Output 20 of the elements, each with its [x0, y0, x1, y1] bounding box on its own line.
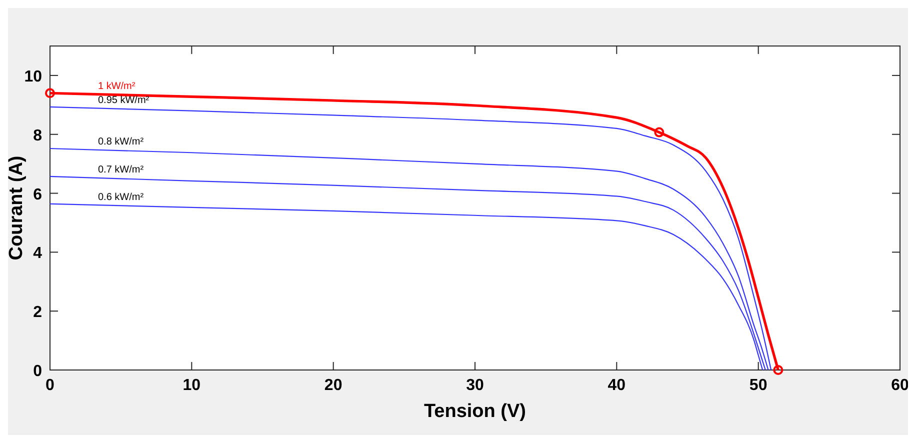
x-tick-label: 60 [891, 377, 909, 394]
y-tick-label: 4 [33, 245, 42, 262]
y-tick-label: 6 [33, 186, 42, 204]
y-tick-label: 10 [24, 68, 42, 86]
x-axis-title: Tension (V) [424, 401, 526, 422]
x-tick-label: 40 [608, 377, 626, 394]
series-label: 0.95 kW/m² [98, 94, 150, 106]
x-tick-label: 20 [324, 377, 342, 394]
x-tick-label: 0 [46, 377, 55, 394]
series-label: 0.8 kW/m² [98, 136, 144, 148]
x-tick-label: 10 [182, 377, 201, 394]
x-tick-label: 30 [466, 377, 484, 394]
y-tick-label: 8 [33, 127, 42, 144]
x-tick-label: 50 [749, 377, 768, 394]
series-label: 1 kW/m² [98, 81, 136, 92]
y-axis-title: Courant (A) [6, 156, 27, 260]
y-tick-label: 0 [33, 363, 42, 380]
series-label: 0.7 kW/m² [98, 164, 144, 176]
y-tick-label: 2 [33, 304, 42, 322]
series-label: 0.6 kW/m² [98, 192, 144, 203]
